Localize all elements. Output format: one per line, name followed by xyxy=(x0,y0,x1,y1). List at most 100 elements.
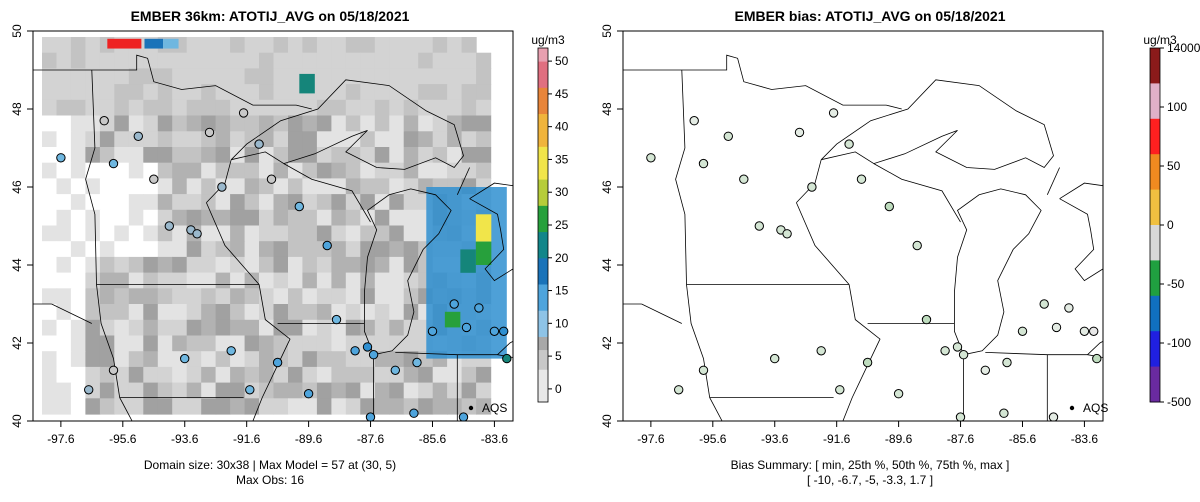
heatmap-cell xyxy=(201,147,217,164)
heatmap-cell xyxy=(143,304,159,321)
aqs-site-marker xyxy=(499,326,509,336)
colorbar-segment xyxy=(538,290,548,298)
heatmap-cell xyxy=(360,84,376,101)
heatmap-cell xyxy=(42,37,58,54)
heatmap-cell xyxy=(345,304,361,321)
bias-site-marker xyxy=(828,108,839,118)
heatmap-cell xyxy=(403,52,419,69)
heatmap-cell xyxy=(316,131,332,148)
heatmap-cell xyxy=(128,366,144,384)
heatmap-cell xyxy=(201,241,217,258)
heatmap-cell xyxy=(172,115,188,132)
colorbar-segment xyxy=(538,231,548,239)
heatmap-cell xyxy=(128,178,144,195)
heatmap-cell xyxy=(403,178,419,195)
heatmap-cell xyxy=(288,288,304,305)
heatmap-cell xyxy=(345,178,361,195)
heatmap-cell xyxy=(259,52,275,69)
colorbar-tick-label: 50 xyxy=(555,54,569,68)
colorbar-segment xyxy=(538,356,548,364)
heatmap-cell xyxy=(316,68,332,85)
heatmap-cell xyxy=(215,131,231,148)
heatmap-cell xyxy=(273,99,289,117)
heatmap-cell xyxy=(273,225,289,242)
border-line xyxy=(954,188,1042,356)
heatmap-cell xyxy=(42,366,58,384)
aqs-site-marker xyxy=(365,412,376,421)
y-tick-label: 40 xyxy=(600,414,614,428)
heatmap-cell xyxy=(215,288,231,305)
heatmap-hotspot xyxy=(475,214,492,242)
heatmap-cell xyxy=(244,178,260,195)
y-tick-label: 46 xyxy=(10,180,24,194)
aqs-site-marker xyxy=(390,365,400,375)
colorbar-tick-label: 30 xyxy=(555,185,569,199)
border-line xyxy=(796,202,850,285)
bias-site-marker xyxy=(844,139,854,149)
heatmap-cell xyxy=(186,209,202,227)
colorbar-segment xyxy=(538,270,548,278)
heatmap-cell xyxy=(157,147,173,164)
heatmap-cell xyxy=(42,147,58,164)
heatmap-cell xyxy=(56,37,72,54)
border-line xyxy=(985,352,1088,356)
colorbar-segment xyxy=(1150,189,1160,226)
heatmap-cell xyxy=(42,115,58,132)
colorbar-segment xyxy=(538,185,548,193)
heatmap-cell xyxy=(389,241,405,258)
heatmap-cell xyxy=(70,256,86,274)
heatmap-cell xyxy=(230,209,246,227)
heatmap-cell xyxy=(85,304,101,321)
heatmap-cell xyxy=(172,52,188,69)
colorbar-tick-label: -500 xyxy=(1167,395,1191,409)
heatmap-cell xyxy=(259,194,275,211)
heatmap-cell xyxy=(331,37,347,54)
heatmap-cell xyxy=(273,398,289,415)
heatmap-cell xyxy=(42,99,58,117)
heatmap-cell xyxy=(331,382,347,399)
heatmap-cell xyxy=(259,382,275,399)
heatmap-cell xyxy=(331,209,347,227)
heatmap-cell xyxy=(230,366,246,384)
x-tick-label: -89.6 xyxy=(295,432,323,446)
heatmap-cell xyxy=(143,131,159,148)
heatmap-cell xyxy=(331,366,347,384)
bias-site-marker xyxy=(980,365,990,375)
heatmap-cell xyxy=(215,366,231,384)
heatmap-cell xyxy=(302,398,318,415)
heatmap-cell xyxy=(418,162,434,179)
y-tick-label: 46 xyxy=(600,180,614,194)
heatmap-cell xyxy=(128,225,144,242)
heatmap-cell xyxy=(418,99,434,117)
heatmap-hotspot xyxy=(144,38,164,49)
bias-site-marker xyxy=(958,350,969,360)
bias-site-marker xyxy=(835,385,845,395)
heatmap-cell xyxy=(316,194,332,211)
heatmap-cell xyxy=(230,319,246,337)
heatmap-cell xyxy=(215,115,231,132)
heatmap-cell xyxy=(316,84,332,101)
heatmap-cell xyxy=(143,319,159,337)
border-line xyxy=(252,284,291,421)
heatmap-cell xyxy=(230,115,246,132)
heatmap-cell xyxy=(99,147,115,164)
aqs-observations xyxy=(56,108,512,421)
heatmap-cell xyxy=(273,288,289,305)
bias-site-marker xyxy=(955,412,966,421)
heatmap-cell xyxy=(403,382,419,399)
aqs-site-marker xyxy=(108,365,119,375)
heatmap-cell xyxy=(42,225,58,242)
heatmap-cell xyxy=(360,272,376,289)
bias-site-marker xyxy=(646,153,656,163)
heatmap-cell xyxy=(70,398,86,415)
aqs-legend-marker xyxy=(1069,405,1075,411)
bias-panel-title: EMBER bias: ATOTIJ_AVG on 05/18/2021 xyxy=(734,8,1005,24)
heatmap-cell xyxy=(85,209,101,227)
bias-site-marker xyxy=(1002,357,1012,368)
heatmap-cell xyxy=(389,131,405,148)
colorbar-segment xyxy=(538,323,548,331)
heatmap-cell xyxy=(418,366,434,384)
colorbar-segment xyxy=(1150,366,1160,403)
border-line xyxy=(796,159,822,203)
plot-frame xyxy=(622,30,1104,422)
